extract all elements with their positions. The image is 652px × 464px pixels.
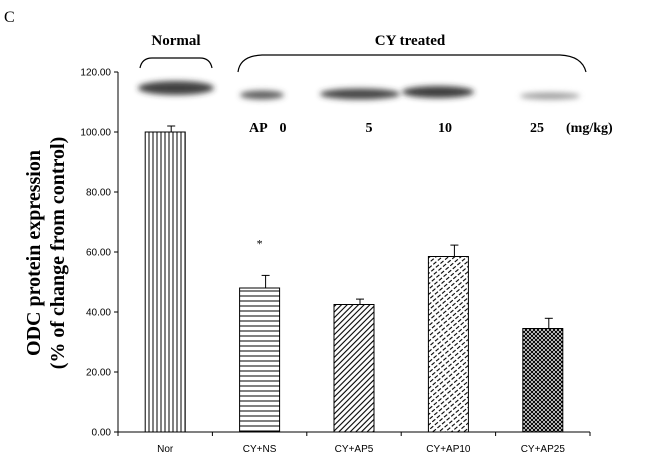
normal-bracket (139, 57, 213, 69)
y-tick-label: 80.00 (86, 188, 111, 199)
x-tick-label: CY+AP5 (335, 444, 374, 455)
y-tick-label: 100.00 (80, 128, 111, 139)
dose-0: 0 (280, 121, 287, 136)
dose-25: 25 (530, 121, 544, 136)
bar-cy-ap25 (522, 328, 564, 433)
blot-band-ap25 (520, 92, 580, 100)
dose-10: 10 (438, 121, 452, 136)
x-ticks: Nor CY+NS CY+AP5 CY+AP10 CY+AP25 (117, 432, 591, 455)
y-tick-label: 20.00 (86, 368, 111, 379)
annotations: * (257, 236, 263, 250)
y-ticks: 0.00 20.00 40.00 60.00 80.00 100.00 120.00 (80, 68, 118, 439)
y-tick-label: 40.00 (86, 308, 111, 319)
y-tick-label: 120.00 (80, 68, 111, 79)
cy-treated-group-label: CY treated (375, 33, 446, 49)
blot-band-ap5 (320, 88, 400, 100)
dose-unit: (mg/kg) (566, 121, 613, 136)
x-tick-label: CY+AP10 (426, 444, 471, 455)
panel-label: C (4, 9, 15, 26)
bar-cy-ap10 (427, 256, 469, 433)
error-bars (167, 125, 553, 329)
x-tick-label: CY+AP25 (521, 444, 566, 455)
dose-5: 5 (366, 121, 373, 136)
y-axis-label-line1: ODC protein expression (23, 150, 45, 356)
cy-treated-bracket (237, 54, 587, 73)
bar-cy-ns (239, 287, 281, 433)
blot-bands (138, 81, 580, 100)
y-axis-label-line2: (% of change from control) (47, 137, 69, 370)
bars (144, 131, 564, 433)
significance-marker: * (257, 236, 263, 250)
dose-prefix: AP (249, 121, 268, 136)
x-tick-label: Nor (157, 444, 174, 455)
bar-nor (144, 131, 186, 433)
blot-band-ap10 (402, 86, 474, 98)
bar-cy-ap5 (333, 304, 375, 433)
blot-band-ap0 (240, 90, 284, 100)
y-tick-label: 0.00 (92, 428, 112, 439)
y-tick-label: 60.00 (86, 248, 111, 259)
blot-header: Normal CY treated AP 0 5 10 25 (mg/kg) (138, 33, 613, 136)
x-tick-label: CY+NS (243, 444, 277, 455)
normal-group-label: Normal (151, 33, 200, 49)
blot-band-normal (138, 81, 214, 95)
